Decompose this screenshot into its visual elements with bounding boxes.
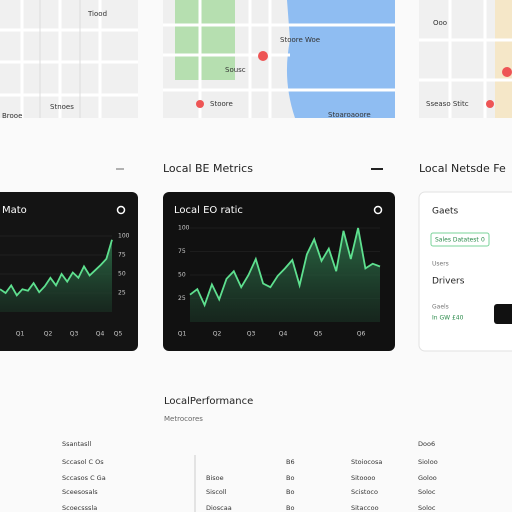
settings-icon [373,205,383,215]
button[interactable] [494,304,512,324]
tag-text: Sales Datatest [435,237,479,244]
map-label: Sseaso Stitc [426,100,469,108]
y-tick-label: 50 [118,271,126,278]
x-tick-label: Q3 [247,331,256,338]
section-subtitle: Metrocores [164,415,203,423]
table-cell: Sceesosals [62,488,98,496]
area [190,228,380,322]
table-cell: Goloo [418,474,437,482]
section-heading: Local BE Metrics [163,162,253,175]
map-tile [419,0,512,118]
card [418,191,512,352]
table-cell: Soloc [418,504,436,512]
table-cell: Sccasol C Os [62,458,104,466]
dynamic: Tiood Stnoes Brooe Stoore Woe Sousc Stoore Sto… [0,10,469,512]
y-tick-label: 25 [118,290,126,297]
table-cell: Scistoco [351,488,378,496]
x-tick-label: Q2 [213,331,222,338]
x-tick-label: Q5 [314,331,323,338]
table-cell: B6 [286,458,295,466]
map-label: Sousc [225,66,246,74]
y-tick-label: 75 [118,252,126,259]
tag [430,232,490,247]
x-tick-label: Q1 [178,331,187,338]
table-cell: Bo [286,504,294,512]
card-title: Gaets [432,207,459,217]
y-tick-label: 100 [178,225,190,232]
y-tick-label: 25 [178,295,186,302]
table-cell: Bo [286,474,294,482]
map-tile [0,0,138,118]
map-tile [163,0,395,118]
map-label: Brooe [2,112,22,120]
tag-value: 0 [481,237,485,244]
x-tick-label: Q6 [357,331,366,338]
y-tick-label: 100 [118,233,130,240]
x-tick-label: Q3 [70,331,79,338]
map-label: Ooo [433,19,447,27]
map-label: Tiood [87,10,107,18]
card-title: Local EO ratic [174,205,243,216]
area [0,239,112,312]
section-heading: Local Netsde Fe [419,162,506,175]
line [0,239,113,297]
table-cell: Siscoll [206,488,227,496]
map-label: Stoore Woe [280,36,320,44]
y-tick-label: 50 [178,272,186,279]
table-cell: Sitoooo [351,474,375,482]
heading: Drivers [432,277,465,287]
map-label: Stoaroaoore [328,111,371,119]
settings-icon [116,205,126,215]
table-cell: Scoecsssla [62,504,97,512]
value: In GW £40 [432,315,464,322]
table-cell: Stoiocosa [351,458,382,466]
map-label: Stoore [210,100,233,108]
x-tick-label: Q4 [96,331,105,338]
x-tick-label: Q2 [44,331,53,338]
table-cell: Dioscaa [206,504,232,512]
label: Users [432,261,449,268]
map-label: Stnoes [50,103,74,111]
table-cell: Ssantasll [62,440,91,448]
table-cell: Sitaccoo [351,504,379,512]
table-cell: Doo6 [418,440,435,448]
table-cell: Bo [286,488,294,496]
x-tick-label: Q5 [114,331,123,338]
section-heading: LocalPerformance [164,396,253,407]
label: Gaels [432,304,449,311]
card-title: Mato [2,205,27,216]
x-tick-label: Q4 [279,331,288,338]
table-cell: Soloc [418,488,436,496]
table-cell: Sioloo [418,458,438,466]
y-tick-label: 75 [178,248,186,255]
line [189,227,381,308]
table-cell: Sccasos C Ga [62,474,106,482]
table-cell: Bisoe [206,474,224,482]
x-tick-label: Q1 [16,331,25,338]
